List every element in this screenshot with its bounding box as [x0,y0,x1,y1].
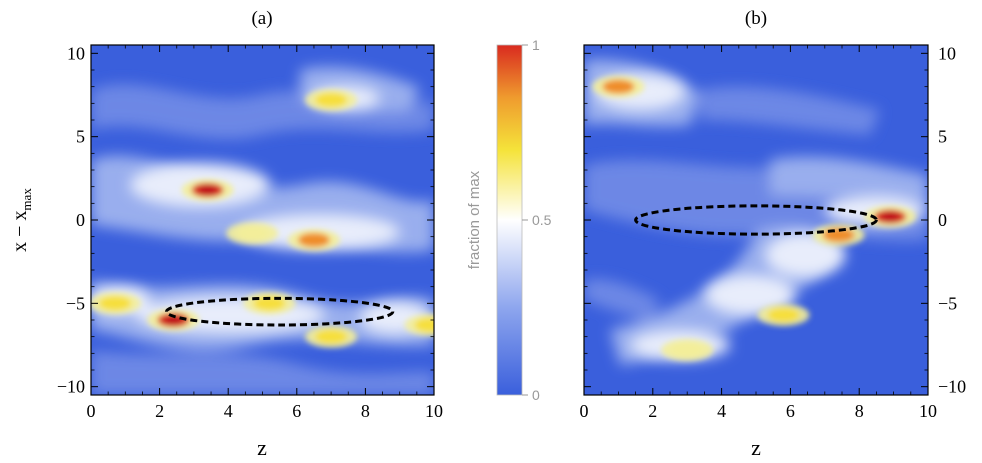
x-tick-label: 0 [87,401,96,421]
panel-b-heat-field [584,59,928,365]
dashed-ellipse [634,204,878,236]
x-tick-label: 10 [425,401,443,421]
panel-a-y-label-main: x − x [9,211,31,252]
y-tick-label: 5 [76,127,85,147]
x-tick-label: 4 [224,401,233,421]
y-tick-label: 10 [67,43,85,63]
panel-b-x-label: z [751,435,761,460]
panel-a-hot-spots [91,89,434,348]
hot-spot-peak [198,185,217,195]
panel-a-ticks: 0 2 4 6 8 10 −10 −5 0 5 10 [57,43,443,421]
panel-b-hot-spots [592,75,917,361]
panel-a-title: (a) [251,8,272,29]
panel-a-heat-field [91,66,434,395]
colorbar: 00.51 fraction of max [466,37,552,403]
x-tick-label: 4 [717,401,726,421]
panel-a-dashed-ellipse [164,296,395,327]
y-tick-label: 5 [938,127,947,147]
panel-a-y-label-sub: max [19,188,34,211]
hot-spot [602,79,635,94]
y-tick-label: 10 [938,43,956,63]
colorbar-gradient [496,44,523,396]
x-tick-label: 10 [919,401,937,421]
x-tick-label: 2 [648,401,657,421]
x-tick-label: 8 [361,401,370,421]
hot-spot-peak [881,211,900,222]
dashed-ellipse [164,296,395,327]
panel-b-title: (b) [745,8,767,29]
colorbar-tick-label: 1 [532,37,540,53]
hot-spot [767,308,800,322]
y-tick-label: −10 [938,377,966,397]
y-tick-label: −10 [57,377,85,397]
x-tick-label: 0 [580,401,589,421]
hot-spot [671,343,704,357]
hot-spot-peak [164,315,183,325]
hot-spot [297,233,330,247]
panel-a-x-label: z [257,435,267,460]
x-tick-label: 6 [786,401,795,421]
colorbar-ticks: 00.51 [522,37,552,403]
hot-spot [236,226,269,241]
colorbar-tick-label: 0 [532,387,540,403]
hot-spot [99,296,132,311]
hot-spot [414,318,434,332]
y-tick-label: −5 [938,293,957,313]
hot-spot [315,329,348,344]
panel-b-dashed-ellipse [634,204,878,236]
panel-a-y-label: x − xmax [9,188,34,252]
x-tick-label: 2 [155,401,164,421]
hot-spot [822,228,855,242]
hot-spot [315,93,348,107]
x-tick-label: 8 [855,401,864,421]
x-tick-label: 6 [292,401,301,421]
colorbar-label: fraction of max [466,170,483,269]
y-tick-label: 0 [76,210,85,230]
y-tick-label: −5 [66,293,85,313]
colorbar-tick-label: 0.5 [532,212,552,228]
y-tick-label: 0 [938,210,947,230]
